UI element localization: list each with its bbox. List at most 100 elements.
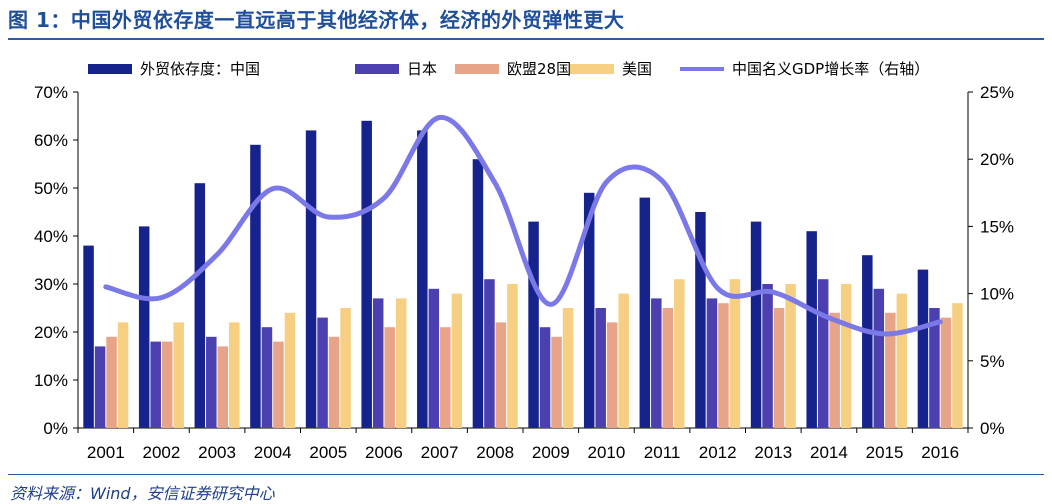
bar (563, 308, 574, 428)
legend-label: 中国名义GDP增长率（右轴） (732, 60, 929, 78)
y-tick-label-left: 10% (34, 371, 68, 390)
bar (663, 308, 674, 428)
x-tick-label: 2007 (421, 443, 459, 462)
bar (250, 145, 261, 428)
bar (730, 279, 741, 428)
x-tick-label: 2004 (254, 443, 292, 462)
bar (229, 322, 240, 428)
bar (361, 121, 372, 428)
x-tick-label: 2008 (476, 443, 514, 462)
y-tick-label-left: 0% (43, 419, 68, 438)
x-tick-label: 2012 (699, 443, 737, 462)
bar (496, 322, 507, 428)
x-tick-label: 2001 (87, 443, 125, 462)
bar (774, 308, 785, 428)
legend-label: 日本 (407, 60, 437, 78)
bar (818, 279, 829, 428)
bar (106, 337, 117, 428)
bar (440, 327, 451, 428)
y-tick-label-left: 60% (34, 131, 68, 150)
x-tick-label: 2005 (309, 443, 347, 462)
legend-label: 欧盟28国 (507, 60, 571, 78)
bar (707, 298, 718, 428)
bar (95, 346, 106, 428)
legend-label: 外贸依存度：中国 (140, 60, 260, 78)
bar (206, 337, 217, 428)
bar (607, 322, 618, 428)
bar (273, 342, 284, 428)
bar (118, 322, 129, 428)
bar (150, 342, 161, 428)
bar (162, 342, 173, 428)
bar (762, 284, 773, 428)
x-tick-label: 2016 (921, 443, 959, 462)
x-tick-label: 2002 (143, 443, 181, 462)
x-tick-label: 2003 (198, 443, 236, 462)
bar (718, 303, 729, 428)
y-tick-label-right: 20% (980, 150, 1014, 169)
bar (540, 327, 551, 428)
bar (83, 246, 94, 428)
bar (484, 279, 495, 428)
bar (285, 313, 296, 428)
x-tick-label: 2015 (866, 443, 904, 462)
bar (640, 198, 651, 428)
bar (885, 313, 896, 428)
bar (417, 130, 428, 428)
y-tick-label-right: 25% (980, 83, 1014, 102)
legend: 外贸依存度：中国 日本 欧盟28国 美国 中国名义GDP增长率（右轴） (88, 60, 929, 78)
bar (507, 284, 518, 428)
bar (262, 327, 273, 428)
bar (918, 270, 929, 428)
bar (952, 303, 963, 428)
bar (897, 294, 908, 428)
bar (173, 322, 184, 428)
bars (83, 121, 962, 428)
bar (862, 255, 873, 428)
x-tick-label: 2006 (365, 443, 403, 462)
y-tick-label-right: 15% (980, 217, 1014, 236)
bar (384, 327, 395, 428)
source-note: 资料来源：Wind，安信证券研究中心 (10, 480, 275, 504)
bar (329, 337, 340, 428)
bar (306, 130, 317, 428)
legend-swatch (570, 64, 614, 74)
y-tick-label-left: 40% (34, 227, 68, 246)
bar (473, 159, 484, 428)
legend-swatch (455, 64, 499, 74)
legend-swatch (88, 64, 132, 74)
bar (785, 284, 796, 428)
bar (396, 298, 407, 428)
y-tick-label-left: 30% (34, 275, 68, 294)
legend-swatch (355, 64, 399, 74)
x-tick-label: 2011 (644, 443, 681, 462)
source-divider (8, 474, 1044, 475)
bar (551, 337, 562, 428)
bar (429, 289, 440, 428)
bar (373, 298, 384, 428)
bar (751, 222, 762, 428)
bar (528, 222, 539, 428)
bar (618, 294, 629, 428)
y-tick-label-left: 70% (34, 83, 68, 102)
bar (195, 183, 206, 428)
y-tick-label-left: 20% (34, 323, 68, 342)
x-tick-label: 2014 (810, 443, 848, 462)
bar (317, 318, 328, 428)
bar (139, 226, 150, 428)
bar (218, 346, 229, 428)
legend-label: 美国 (622, 60, 652, 78)
x-tick-label: 2013 (754, 443, 792, 462)
bar (340, 308, 351, 428)
y-tick-label-right: 0% (980, 419, 1005, 438)
y-tick-label-right: 10% (980, 285, 1014, 304)
bar (806, 231, 817, 428)
bar (595, 308, 606, 428)
bar (829, 313, 840, 428)
bar (841, 284, 852, 428)
y-tick-label-left: 50% (34, 179, 68, 198)
y-tick-label-right: 5% (980, 352, 1005, 371)
x-tick-label: 2009 (532, 443, 570, 462)
bar (941, 318, 952, 428)
